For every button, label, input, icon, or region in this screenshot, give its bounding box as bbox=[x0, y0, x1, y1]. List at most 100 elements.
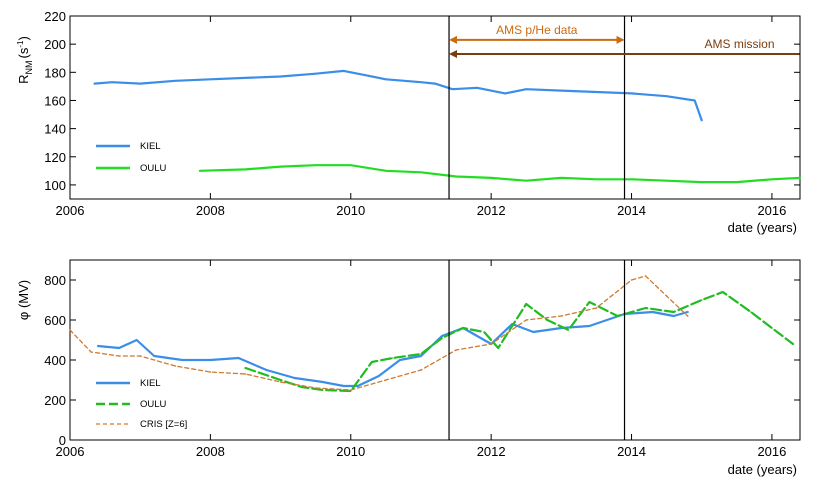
top-point-oulu bbox=[700, 181, 703, 183]
top-point-kiel bbox=[174, 79, 177, 82]
bottom-point-cris-z-6 bbox=[455, 349, 457, 351]
bottom-point-kiel bbox=[420, 355, 422, 357]
top-point-kiel bbox=[434, 82, 436, 85]
bottom-point-kiel bbox=[321, 381, 324, 383]
bottom-point-cris-z-6 bbox=[560, 315, 563, 317]
arrow-head-left bbox=[449, 50, 458, 59]
bottom-point-kiel bbox=[378, 375, 380, 377]
top-point-kiel bbox=[560, 89, 563, 92]
bottom-y-tick-label: 800 bbox=[44, 273, 66, 288]
bottom-point-kiel bbox=[181, 359, 184, 361]
bottom-point-kiel bbox=[265, 369, 268, 371]
bottom-y-tick-label: 200 bbox=[44, 393, 66, 408]
top-y-tick-label: 100 bbox=[44, 178, 66, 193]
bottom-y-axis-title: φ (MV) bbox=[16, 280, 31, 320]
bottom-legend: KIEL OULU CRIS [Z=6] bbox=[96, 378, 187, 430]
bottom-point-cris-z-6 bbox=[90, 351, 92, 353]
top-point-kiel bbox=[209, 78, 212, 81]
bottom-x-tick-label: 2012 bbox=[477, 444, 506, 459]
legend-kiel-label: KIEL bbox=[140, 141, 161, 152]
top-point-oulu bbox=[665, 179, 668, 182]
bottom-x-tick-label: 2014 bbox=[617, 444, 646, 459]
bottom-y-tick-label: 400 bbox=[44, 353, 66, 368]
top-point-oulu bbox=[771, 178, 773, 181]
ylabel-main: R bbox=[16, 74, 31, 83]
top-point-kiel bbox=[630, 92, 633, 95]
bottom-point-oulu bbox=[244, 367, 247, 369]
top-x-axis-title: date (years) bbox=[728, 220, 797, 235]
top-point-oulu bbox=[736, 181, 738, 183]
top-x-tick-label: 2014 bbox=[617, 203, 646, 218]
bottom-point-cris-z-6 bbox=[595, 307, 598, 309]
bottom-y-tick-label: 0 bbox=[59, 433, 66, 448]
top-series-kiel bbox=[93, 69, 703, 122]
top-x-tick-label: 2008 bbox=[196, 203, 225, 218]
top-point-kiel bbox=[700, 119, 703, 121]
top-point-kiel bbox=[139, 82, 141, 85]
bottom-point-kiel bbox=[532, 331, 535, 333]
bottom-point-cris-z-6 bbox=[644, 275, 647, 277]
bottom-point-oulu bbox=[420, 353, 422, 355]
bottom-point-oulu bbox=[441, 337, 443, 339]
top-y-tick-label: 220 bbox=[44, 9, 66, 24]
top-point-kiel bbox=[279, 75, 282, 78]
top-x-tick-label: 2012 bbox=[477, 203, 506, 218]
bottom-x-tick-label: 2010 bbox=[336, 444, 365, 459]
bottom-point-kiel bbox=[153, 355, 156, 357]
bottom-panel: 2006 2008 2010 2012 2014 2016 0 200 400 600 800 φ … bbox=[16, 259, 801, 477]
bottom-point-kiel bbox=[209, 359, 212, 361]
bottom-series-oulu bbox=[244, 290, 795, 393]
top-point-oulu bbox=[314, 164, 317, 167]
bottom-point-cris-z-6 bbox=[139, 355, 141, 357]
bottom-x-tick-label: 2006 bbox=[56, 444, 85, 459]
top-point-oulu bbox=[490, 177, 492, 179]
bottom-point-oulu bbox=[546, 319, 549, 321]
bottom-point-kiel bbox=[135, 339, 138, 341]
top-point-kiel bbox=[525, 88, 528, 90]
bottom-point-cris-z-6 bbox=[686, 315, 689, 317]
bottom-x-tick-label: 2016 bbox=[757, 444, 786, 459]
top-point-oulu bbox=[455, 175, 457, 178]
bottom-point-cris-z-6 bbox=[118, 355, 120, 357]
top-point-kiel bbox=[451, 88, 454, 90]
top-point-kiel bbox=[93, 82, 96, 85]
top-point-oulu bbox=[525, 179, 528, 182]
bottom-point-cris-z-6 bbox=[279, 381, 282, 383]
bottom-point-cris-z-6 bbox=[490, 343, 492, 345]
top-series-lines bbox=[93, 69, 802, 184]
bottom-point-kiel bbox=[293, 377, 296, 379]
bottom-point-oulu bbox=[371, 361, 373, 363]
bottom-point-oulu bbox=[700, 299, 703, 301]
top-point-oulu bbox=[199, 170, 201, 172]
bottom-point-cris-z-6 bbox=[314, 387, 317, 389]
bottom-point-oulu bbox=[497, 347, 499, 349]
top-point-kiel bbox=[420, 81, 422, 83]
bottom-point-cris-z-6 bbox=[174, 365, 177, 367]
top-point-kiel bbox=[385, 78, 387, 81]
top-point-oulu bbox=[385, 170, 387, 172]
top-point-kiel bbox=[665, 95, 668, 98]
bottom-point-oulu bbox=[644, 307, 647, 309]
top-point-kiel bbox=[476, 86, 478, 89]
bottom-point-oulu bbox=[616, 315, 619, 317]
top-y-tick-label: 120 bbox=[44, 150, 66, 165]
bottom-x-tick-label: 2008 bbox=[196, 444, 225, 459]
bottom-point-kiel bbox=[651, 311, 654, 313]
top-point-kiel bbox=[314, 72, 317, 75]
top-y-axis-title: RNM (s-1) bbox=[16, 36, 34, 84]
bottom-point-oulu bbox=[792, 343, 794, 345]
bottom-point-kiel bbox=[672, 315, 675, 317]
top-point-oulu bbox=[595, 178, 598, 181]
bottom-point-oulu bbox=[771, 327, 773, 329]
top-point-oulu bbox=[244, 168, 247, 171]
bottom-series-lines bbox=[69, 275, 795, 393]
bottom-point-oulu bbox=[321, 389, 324, 391]
top-vertical-lines bbox=[448, 16, 626, 199]
bottom-point-oulu bbox=[462, 327, 464, 329]
legend-oulu-label: OULU bbox=[140, 399, 167, 410]
bottom-point-oulu bbox=[750, 311, 752, 313]
top-point-kiel bbox=[595, 91, 598, 93]
bottom-series-cris-z-6 bbox=[69, 275, 689, 391]
top-annotations: AMS p/He data AMS mission bbox=[449, 23, 800, 59]
